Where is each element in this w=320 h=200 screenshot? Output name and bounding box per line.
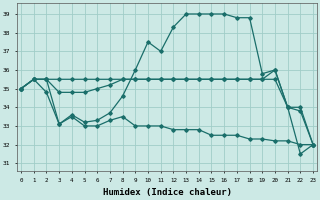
X-axis label: Humidex (Indice chaleur): Humidex (Indice chaleur) <box>102 188 232 197</box>
